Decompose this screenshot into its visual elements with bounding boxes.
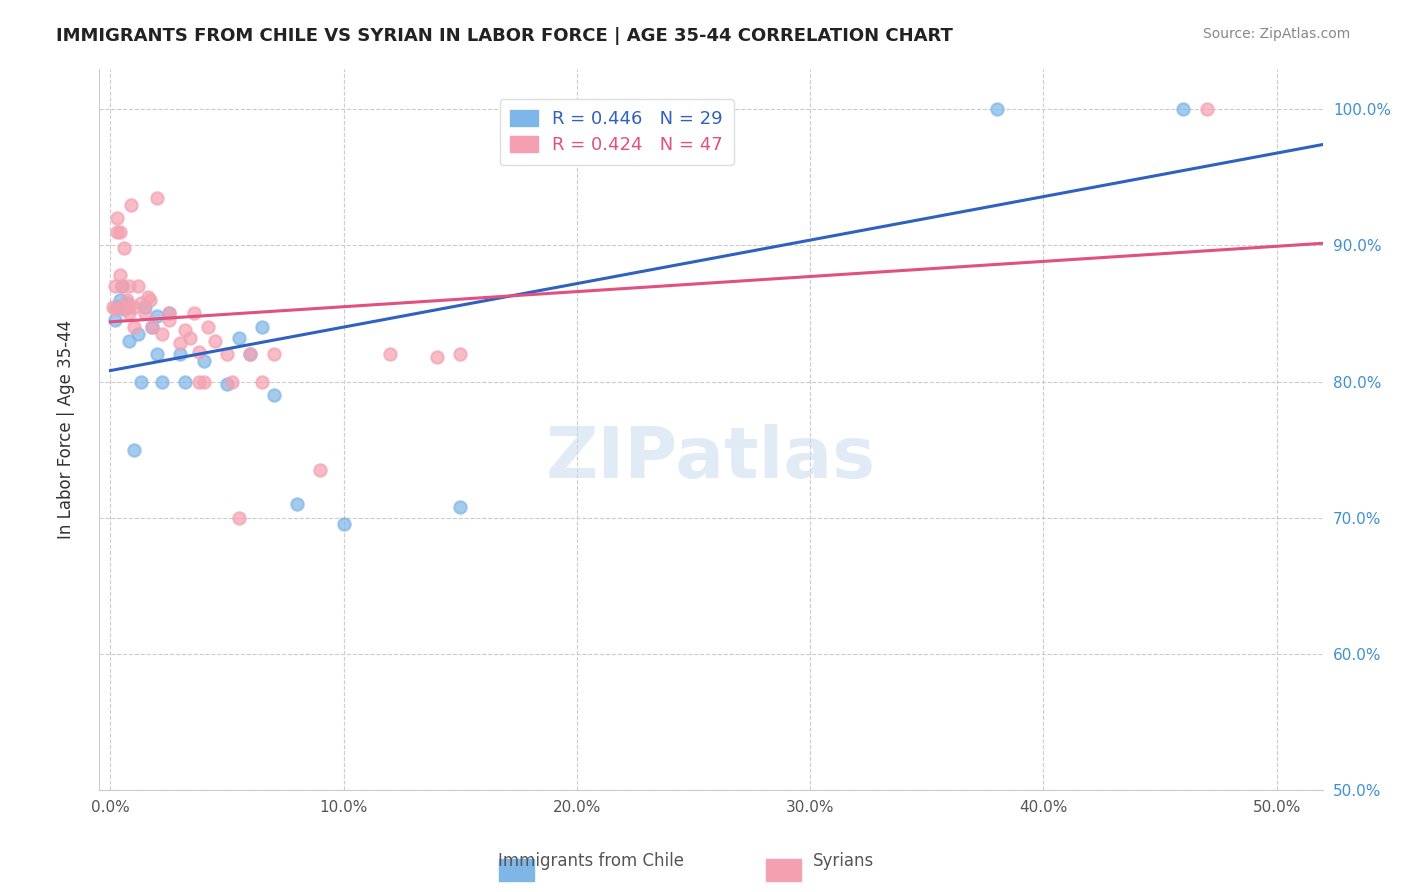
Point: [141, 320, 163, 334]
Point: [157, 306, 180, 320]
Text: ZIPatlas: ZIPatlas: [546, 424, 876, 492]
Point: [380, 347, 402, 361]
Point: [129, 375, 152, 389]
Point: [1195, 103, 1218, 117]
Text: Immigrants from Chile: Immigrants from Chile: [498, 852, 683, 870]
Point: [118, 279, 141, 293]
Point: [114, 302, 136, 317]
Point: [449, 347, 471, 361]
Point: [122, 442, 145, 457]
Point: [118, 300, 141, 314]
Point: [309, 463, 332, 477]
Point: [104, 313, 127, 327]
Point: [104, 279, 127, 293]
Point: [250, 320, 273, 334]
Legend: R = 0.446   N = 29, R = 0.424   N = 47: R = 0.446 N = 29, R = 0.424 N = 47: [499, 99, 734, 165]
Point: [150, 375, 173, 389]
Point: [146, 310, 169, 324]
Point: [449, 500, 471, 514]
Point: [174, 375, 197, 389]
Point: [239, 347, 262, 361]
Point: [129, 295, 152, 310]
Point: [332, 517, 354, 532]
Point: [134, 306, 156, 320]
Point: [197, 320, 219, 334]
Point: [122, 320, 145, 334]
Point: [146, 347, 169, 361]
Point: [141, 320, 163, 334]
Point: [183, 306, 205, 320]
Text: IMMIGRANTS FROM CHILE VS SYRIAN IN LABOR FORCE | AGE 35-44 CORRELATION CHART: IMMIGRANTS FROM CHILE VS SYRIAN IN LABOR…: [56, 27, 953, 45]
Point: [179, 331, 201, 345]
Point: [174, 323, 197, 337]
Point: [193, 375, 215, 389]
Point: [188, 375, 211, 389]
Point: [228, 331, 250, 345]
Point: [250, 375, 273, 389]
Y-axis label: In Labor Force | Age 35-44: In Labor Force | Age 35-44: [58, 319, 75, 539]
Point: [986, 103, 1008, 117]
Point: [188, 344, 211, 359]
Point: [108, 225, 131, 239]
Text: Syrians: Syrians: [813, 852, 875, 870]
Point: [104, 302, 127, 317]
Point: [139, 293, 162, 307]
Point: [107, 225, 129, 239]
Point: [217, 347, 239, 361]
Point: [118, 306, 141, 320]
Point: [263, 347, 285, 361]
Point: [285, 497, 308, 511]
Point: [118, 334, 141, 348]
Point: [228, 510, 250, 524]
Point: [107, 211, 129, 226]
Point: [111, 279, 134, 293]
Point: [111, 279, 134, 293]
Point: [108, 293, 131, 307]
Point: [101, 300, 124, 314]
Point: [108, 268, 131, 283]
Point: [157, 313, 180, 327]
Point: [111, 300, 134, 314]
Point: [136, 290, 159, 304]
Point: [426, 350, 449, 364]
Point: [239, 347, 262, 361]
Point: [114, 241, 136, 255]
Point: [157, 306, 180, 320]
Point: [107, 300, 129, 314]
Point: [169, 347, 191, 361]
Point: [217, 377, 239, 392]
Text: Source: ZipAtlas.com: Source: ZipAtlas.com: [1202, 27, 1350, 41]
Point: [146, 191, 169, 205]
Point: [150, 326, 173, 341]
Point: [193, 354, 215, 368]
Point: [127, 279, 149, 293]
Point: [120, 197, 142, 211]
Point: [115, 293, 138, 307]
Point: [1173, 103, 1195, 117]
Point: [122, 300, 145, 314]
Point: [221, 375, 243, 389]
Point: [134, 300, 156, 314]
Point: [127, 326, 149, 341]
Point: [169, 336, 191, 351]
Point: [263, 388, 285, 402]
Point: [204, 334, 226, 348]
Point: [115, 295, 138, 310]
